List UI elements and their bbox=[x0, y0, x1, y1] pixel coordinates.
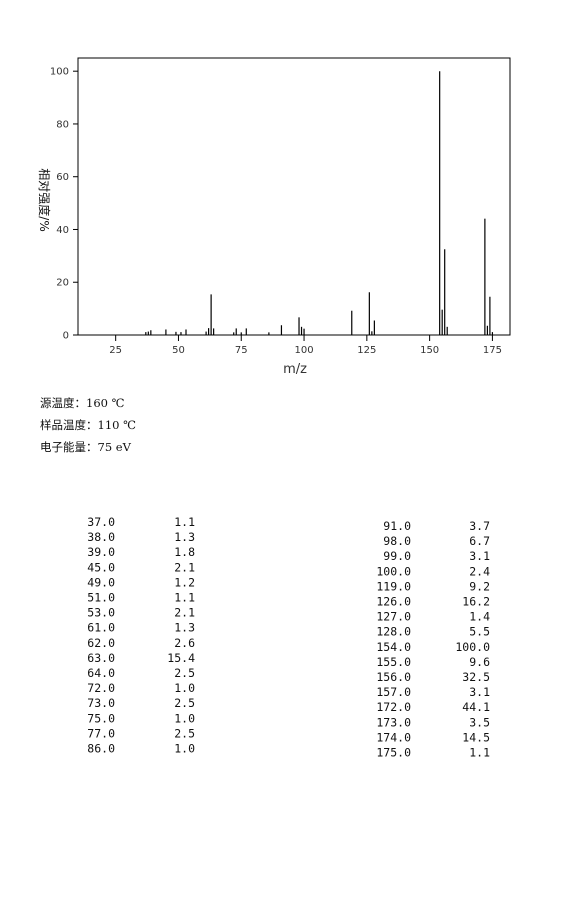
mz-cell: 173.0 bbox=[376, 715, 411, 729]
mz-cell: 174.0 bbox=[376, 730, 411, 744]
y-tick-label: 0 bbox=[63, 331, 69, 342]
intensity-cell: 32.5 bbox=[462, 670, 490, 684]
intensity-cell: 5.5 bbox=[469, 625, 490, 639]
intensity-cell: 44.1 bbox=[462, 700, 490, 714]
mz-cell: 157.0 bbox=[376, 685, 411, 699]
y-tick-label: 40 bbox=[56, 225, 69, 236]
mz-cell: 53.0 bbox=[87, 606, 115, 620]
y-tick-label: 100 bbox=[50, 67, 69, 78]
intensity-cell: 2.5 bbox=[174, 666, 195, 680]
mz-cell: 64.0 bbox=[87, 666, 115, 680]
intensity-cell: 1.0 bbox=[174, 711, 195, 725]
y-tick-label: 20 bbox=[56, 278, 69, 289]
x-tick-label: 25 bbox=[109, 345, 122, 356]
intensity-cell: 1.0 bbox=[174, 742, 195, 756]
intensity-cell: 9.2 bbox=[469, 579, 490, 593]
intensity-cell: 1.0 bbox=[174, 681, 195, 695]
x-axis-label: m/z bbox=[283, 362, 307, 377]
y-tick-label: 80 bbox=[56, 119, 69, 130]
intensity-cell: 3.5 bbox=[469, 715, 490, 729]
mz-cell: 91.0 bbox=[383, 519, 411, 533]
intensity-cell: 2.1 bbox=[174, 560, 195, 574]
x-tick-label: 75 bbox=[235, 345, 248, 356]
mz-cell: 72.0 bbox=[87, 681, 115, 695]
intensity-cell: 16.2 bbox=[462, 595, 490, 609]
intensity-cell: 3.1 bbox=[469, 685, 490, 699]
intensity-cell: 6.7 bbox=[469, 534, 490, 548]
intensity-cell: 1.1 bbox=[174, 591, 195, 605]
intensity-cell: 1.3 bbox=[174, 621, 195, 635]
mz-cell: 119.0 bbox=[376, 579, 411, 593]
condition: 电子能量：75 eV bbox=[40, 440, 132, 454]
mz-cell: 39.0 bbox=[87, 545, 115, 559]
mz-cell: 98.0 bbox=[383, 534, 411, 548]
mz-cell: 62.0 bbox=[87, 636, 115, 650]
mz-cell: 175.0 bbox=[376, 746, 411, 760]
mz-cell: 155.0 bbox=[376, 655, 411, 669]
mz-cell: 154.0 bbox=[376, 640, 411, 654]
intensity-cell: 100.0 bbox=[455, 640, 490, 654]
mz-cell: 99.0 bbox=[383, 549, 411, 563]
intensity-cell: 2.5 bbox=[174, 696, 195, 710]
x-tick-label: 175 bbox=[483, 345, 502, 356]
intensity-cell: 2.5 bbox=[174, 726, 195, 740]
intensity-cell: 1.4 bbox=[469, 610, 490, 624]
mz-cell: 127.0 bbox=[376, 610, 411, 624]
intensity-cell: 3.1 bbox=[469, 549, 490, 563]
mz-cell: 77.0 bbox=[87, 726, 115, 740]
intensity-cell: 15.4 bbox=[167, 651, 195, 665]
mz-cell: 38.0 bbox=[87, 530, 115, 544]
mz-cell: 45.0 bbox=[87, 560, 115, 574]
intensity-cell: 2.6 bbox=[174, 636, 195, 650]
y-tick-label: 60 bbox=[56, 172, 69, 183]
mz-cell: 49.0 bbox=[87, 575, 115, 589]
intensity-cell: 1.1 bbox=[174, 515, 195, 529]
intensity-cell: 2.4 bbox=[469, 564, 490, 578]
mz-cell: 100.0 bbox=[376, 564, 411, 578]
mz-cell: 172.0 bbox=[376, 700, 411, 714]
x-tick-label: 100 bbox=[294, 345, 313, 356]
intensity-cell: 1.1 bbox=[469, 746, 490, 760]
condition: 源温度：160 ℃ bbox=[40, 396, 125, 410]
mz-cell: 128.0 bbox=[376, 625, 411, 639]
mz-cell: 126.0 bbox=[376, 595, 411, 609]
condition: 样品温度：110 ℃ bbox=[40, 418, 136, 432]
intensity-cell: 2.1 bbox=[174, 606, 195, 620]
intensity-cell: 1.3 bbox=[174, 530, 195, 544]
mz-cell: 37.0 bbox=[87, 515, 115, 529]
mz-cell: 51.0 bbox=[87, 591, 115, 605]
intensity-cell: 1.2 bbox=[174, 575, 195, 589]
x-tick-label: 50 bbox=[172, 345, 185, 356]
x-tick-label: 125 bbox=[357, 345, 376, 356]
intensity-cell: 3.7 bbox=[469, 519, 490, 533]
mz-cell: 63.0 bbox=[87, 651, 115, 665]
plot-frame bbox=[77, 57, 511, 336]
mz-cell: 156.0 bbox=[376, 670, 411, 684]
intensity-cell: 1.8 bbox=[174, 545, 195, 559]
mz-cell: 86.0 bbox=[87, 742, 115, 756]
mz-cell: 75.0 bbox=[87, 711, 115, 725]
intensity-cell: 9.6 bbox=[469, 655, 490, 669]
y-axis-label: 相对强度/% bbox=[37, 168, 52, 231]
mz-cell: 61.0 bbox=[87, 621, 115, 635]
mz-cell: 73.0 bbox=[87, 696, 115, 710]
intensity-cell: 14.5 bbox=[462, 730, 490, 744]
x-tick-label: 150 bbox=[420, 345, 439, 356]
